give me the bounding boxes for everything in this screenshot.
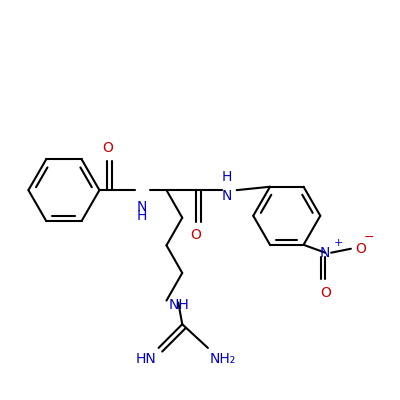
Text: NH₂: NH₂ — [210, 352, 236, 366]
Text: H: H — [137, 209, 147, 223]
Text: O: O — [320, 286, 331, 300]
Text: N: N — [222, 189, 232, 203]
Text: O: O — [191, 228, 202, 242]
Text: −: − — [364, 231, 374, 244]
Text: H: H — [222, 170, 232, 184]
Text: N: N — [320, 246, 330, 260]
Text: NH: NH — [168, 298, 189, 312]
Text: N: N — [137, 200, 147, 214]
Text: O: O — [355, 242, 366, 256]
Text: HN: HN — [136, 352, 157, 366]
Text: O: O — [102, 141, 113, 155]
Text: +: + — [334, 238, 343, 248]
